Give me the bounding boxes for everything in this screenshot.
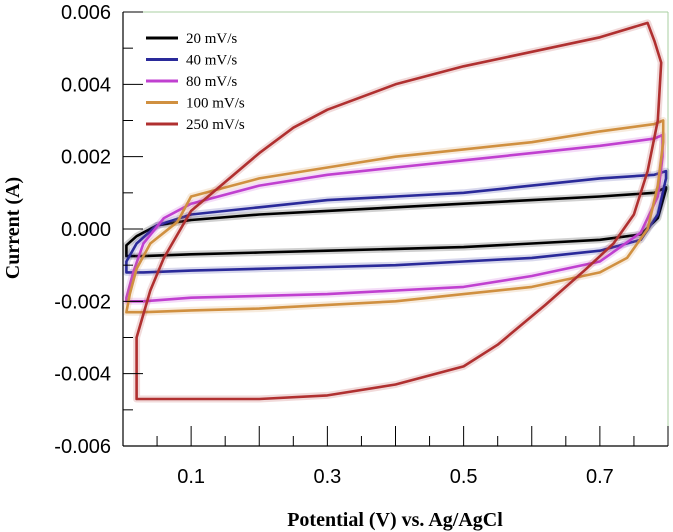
legend-entry-1: 20 mV/s: [186, 31, 237, 47]
ticks-layer: -0.006 -0.004 -0.002 0.000 0.002 0.004 0.006 0.…: [54, 2, 669, 488]
y-tick-label: 0.006: [61, 2, 111, 24]
legend: 20 mV/s 40 mV/s 80 mV/s 100 mV/s 250 mV/s: [146, 31, 245, 133]
legend-entry-5: 250 mV/s: [186, 117, 245, 133]
y-tick-label: -0.004: [54, 364, 111, 386]
x-tick-label: 0.1: [177, 466, 205, 488]
legend-entry-2: 40 mV/s: [186, 53, 237, 69]
x-tick-label: 0.5: [450, 466, 478, 488]
y-tick-label: 0.000: [61, 219, 111, 241]
y-tick-label: -0.002: [54, 291, 111, 313]
legend-entry-3: 80 mV/s: [186, 74, 237, 90]
y-tick-label: 0.004: [61, 74, 111, 96]
x-tick-label: 0.7: [586, 466, 614, 488]
series-line-5: [135, 21, 663, 401]
x-tick-label: 0.3: [313, 466, 341, 488]
y-tick-label: -0.006: [54, 436, 111, 458]
y-axis-title: Current (A): [2, 177, 24, 279]
x-axis-title: Potential (V) vs. Ag/AgCl: [287, 509, 503, 531]
series-line-4: [125, 119, 665, 314]
legend-entry-4: 100 mV/s: [186, 96, 245, 112]
series-line-2: [125, 169, 668, 274]
y-tick-label: 0.002: [61, 147, 111, 169]
series-line-1: [125, 186, 668, 258]
series-layer: [122, 19, 670, 403]
